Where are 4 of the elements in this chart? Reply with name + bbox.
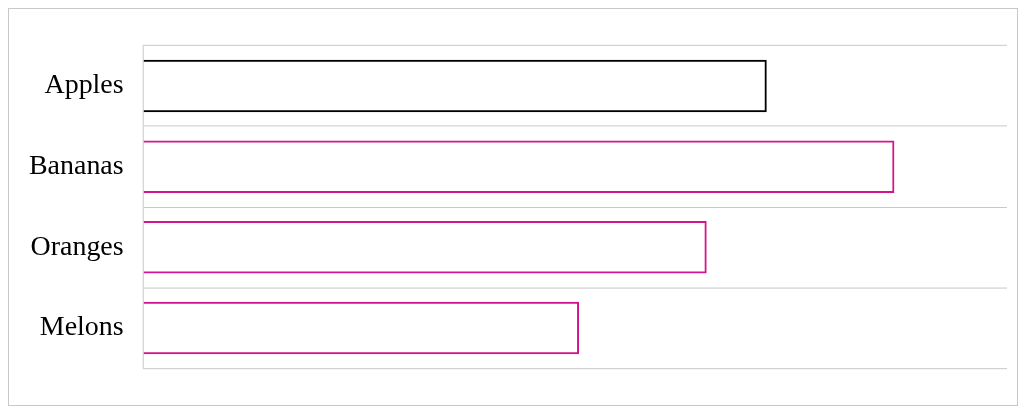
y-tick-label: Melons xyxy=(39,310,124,342)
y-tick-label: Apples xyxy=(44,68,124,100)
y-tick-label: Oranges xyxy=(30,229,124,261)
y-tick-label: Bananas xyxy=(28,149,124,180)
